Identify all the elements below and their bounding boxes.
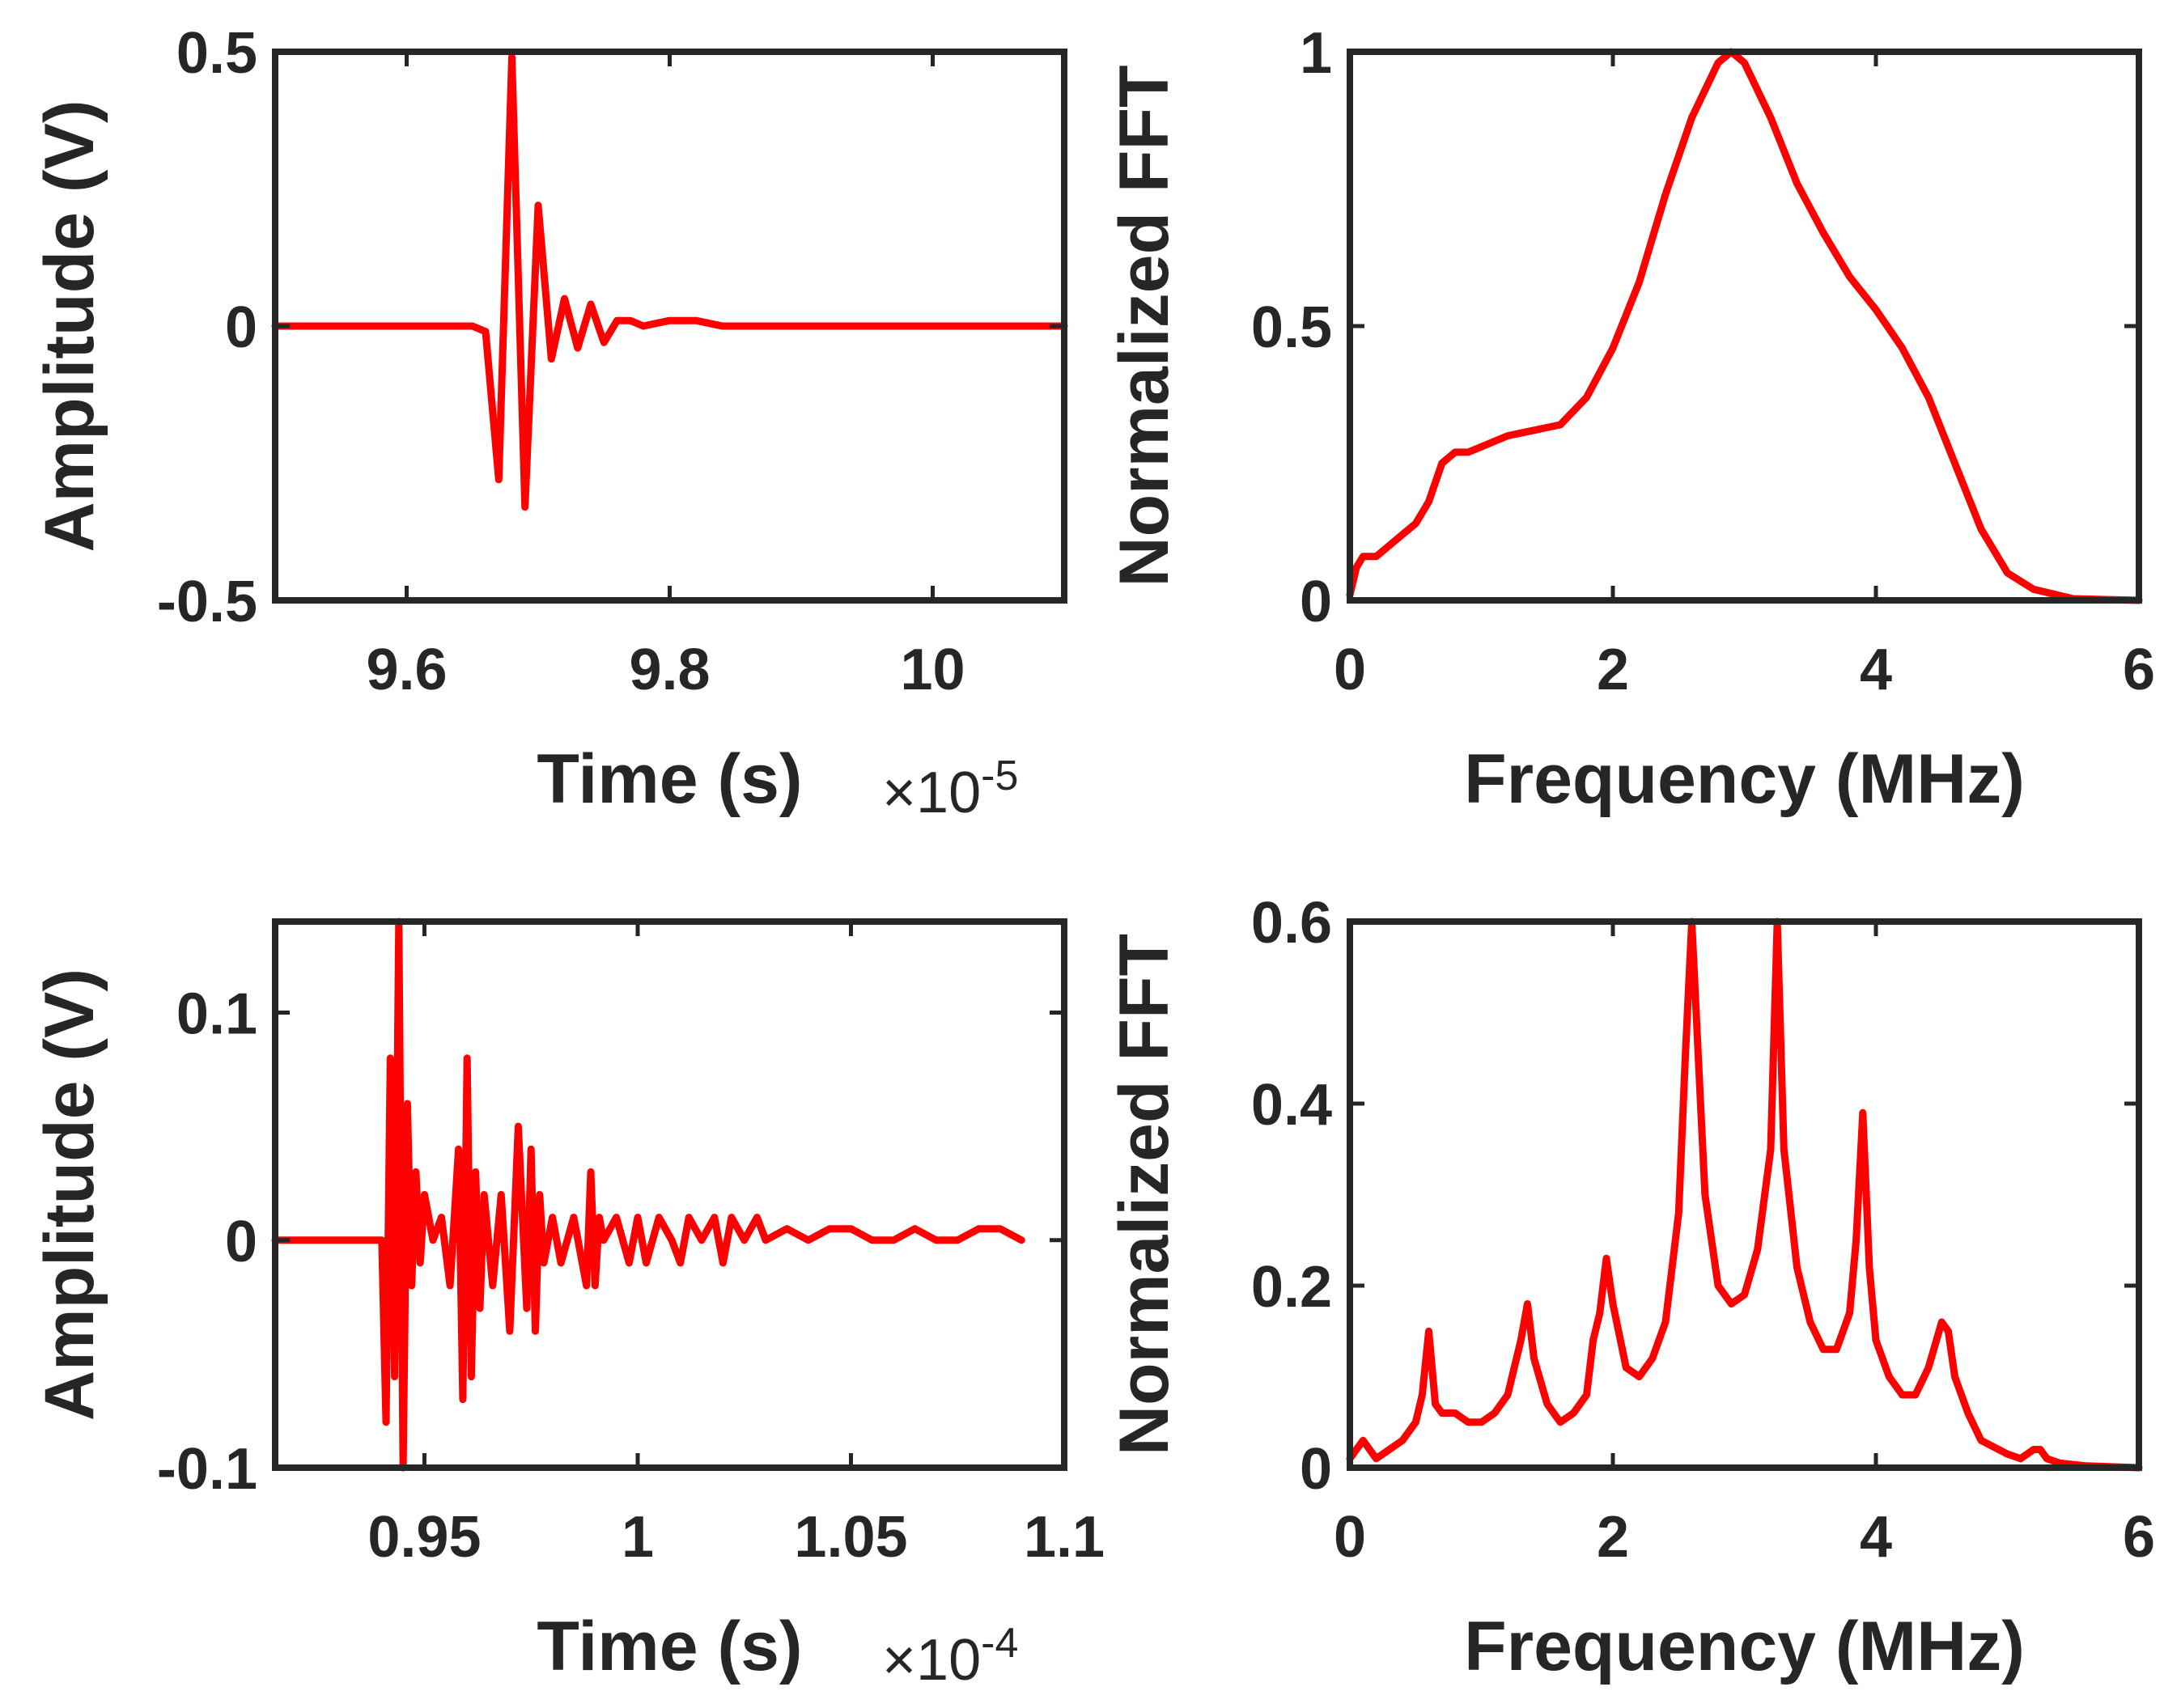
x-tick-label: 1 <box>622 1505 654 1570</box>
series-layer <box>271 53 1068 511</box>
x-exponent-power: -5 <box>981 752 1018 799</box>
y-tick-label: 0.5 <box>1251 295 1332 360</box>
panel-frequency-top: 0 2 4 6 0 0.5 1 Frequency (MHz) Normalized FFT <box>1105 21 2155 818</box>
panel-time-domain-top: 9.6 9.8 10-0.500.5 Time (s) Amplitude (V) … <box>31 21 1068 825</box>
y-tick-label: 0 <box>225 1210 257 1274</box>
y-tick-label: 0.6 <box>1251 891 1332 956</box>
x-tick-label: 4 <box>1860 1505 1892 1570</box>
series-line-0 <box>271 918 1025 1472</box>
panel-time-domain-bottom: 0.95 1 1.05 1.1 -0.1 0 0.1 Time (s) Amplitude … <box>31 918 1105 1693</box>
x-tick-label: 2 <box>1597 1505 1629 1570</box>
y-tick-label: 0 <box>1300 1437 1332 1502</box>
x-tick-label: 1.1 <box>1024 1505 1105 1570</box>
y-axis-label: Amplitude (V) <box>31 100 108 553</box>
x-exponent-base: ×10 <box>882 761 981 825</box>
y-tick-label: 0.1 <box>176 982 257 1047</box>
x-exponent-label: ×10-4 <box>882 1620 1018 1693</box>
y-axis-label: Normalized FFT <box>1105 65 1183 587</box>
series-layer <box>1346 48 2143 604</box>
axes-frame <box>272 49 1067 604</box>
x-exponent-base: ×10 <box>882 1628 981 1693</box>
x-tick-label: 6 <box>2123 1505 2155 1570</box>
series-layer <box>1346 918 2143 1472</box>
x-tick-label: 9.6 <box>366 638 447 702</box>
x-tick-label: 2 <box>1597 638 1629 702</box>
x-tick-label: 1.05 <box>794 1505 907 1570</box>
axes-frame <box>1347 918 2142 1471</box>
x-tick-label: 4 <box>1860 638 1892 702</box>
y-tick-label: 1 <box>1300 21 1332 86</box>
series-line-0 <box>1346 48 2143 604</box>
y-axis-label: Normalized FFT <box>1105 934 1183 1456</box>
x-tick-label: 0 <box>1334 638 1366 702</box>
x-axis-label: Frequency (MHz) <box>1464 740 2025 818</box>
axes-frame <box>272 918 1067 1471</box>
y-tick-label: 0 <box>1300 570 1332 634</box>
x-tick-label: 0.95 <box>367 1505 481 1570</box>
y-axis-label: Amplitude (V) <box>31 968 108 1421</box>
series-line-0 <box>1346 918 2143 1472</box>
tick-layer: 0.95 1 1.05 1.1 -0.1 0 0.1 <box>157 922 1105 1570</box>
y-tick-label: 0 <box>225 295 257 360</box>
x-axis-label: Time (s) <box>537 740 802 818</box>
x-exponent-power: -4 <box>981 1620 1018 1667</box>
y-tick-label: 0.2 <box>1251 1255 1332 1320</box>
x-axis-label: Frequency (MHz) <box>1464 1608 2025 1685</box>
x-tick-label: 9.8 <box>629 638 710 702</box>
x-tick-label: 10 <box>900 638 965 702</box>
series-line-0 <box>271 53 1068 511</box>
tick-layer: 0 2 4 6 0 0.5 1 <box>1251 21 2155 702</box>
x-tick-label: 6 <box>2123 638 2155 702</box>
y-tick-label: 0.5 <box>176 21 257 86</box>
y-tick-label: -0.5 <box>157 570 257 634</box>
axes-frame <box>1347 49 2142 604</box>
tick-layer: 9.6 9.8 10 -0.5 0 0.5 <box>157 21 1064 702</box>
x-exponent-label: ×10-5 <box>882 752 1018 825</box>
tick-layer: 0 2 4 6 0 0.2 0.4 0.6 <box>1251 891 2155 1570</box>
y-tick-label: 0.4 <box>1251 1073 1332 1138</box>
x-tick-label: 0 <box>1334 1505 1366 1570</box>
x-axis-label: Time (s) <box>537 1608 802 1685</box>
y-tick-label: -0.1 <box>157 1437 257 1502</box>
panel-frequency-bottom: 0 2 4 6 0 0.2 0.4 0.6 Frequency (MHz) Normalize… <box>1105 891 2155 1685</box>
series-layer <box>271 918 1025 1472</box>
